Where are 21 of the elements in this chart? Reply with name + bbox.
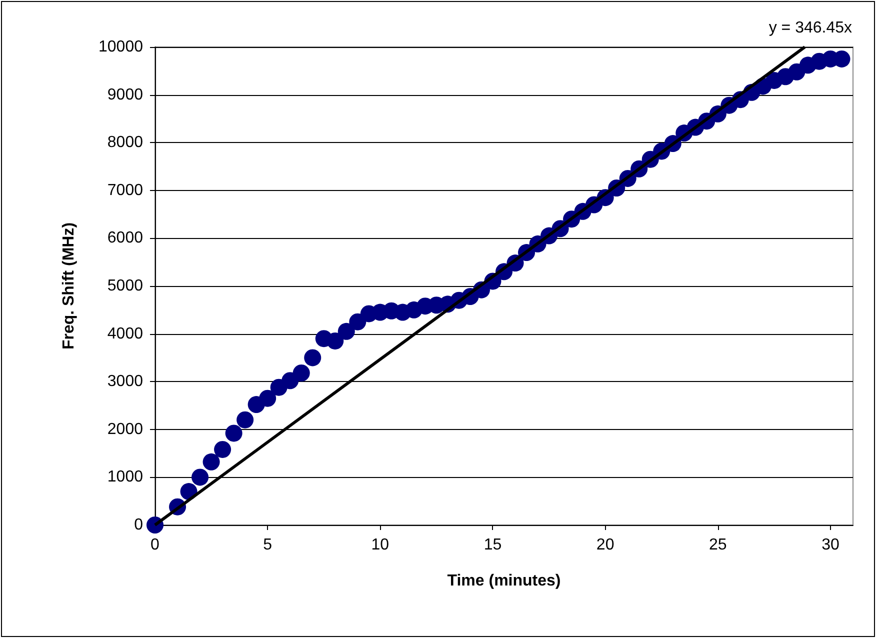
text: y = 346.45x xyxy=(768,20,852,36)
x-tick-label: 30 xyxy=(822,536,840,554)
x-tick-label: 0 xyxy=(150,536,160,554)
x-tick-label: 15 xyxy=(484,536,502,554)
y-tick-label: 10000 xyxy=(98,38,144,56)
y-tick-label: 6000 xyxy=(107,230,144,247)
y-tick-label: 8000 xyxy=(107,134,144,152)
y-tick-label: 1000 xyxy=(107,468,144,486)
y-tick-label: 7000 xyxy=(107,182,144,199)
y-tick-label: 2000 xyxy=(107,420,144,438)
x-tick-label: 25 xyxy=(709,536,727,554)
y-axis-title: Freq. Shift (MHz) xyxy=(60,222,78,350)
x-tick-label: 20 xyxy=(596,536,614,554)
x-tick-label: 5 xyxy=(263,536,272,554)
y-tick-label: 0 xyxy=(134,516,144,534)
x-axis-title: Time (minutes) xyxy=(447,572,561,590)
y-tick-label: 5000 xyxy=(107,278,144,294)
x-tick-label: 10 xyxy=(371,536,390,554)
y-tick-label: 4000 xyxy=(107,325,144,342)
y-tick-label: 9000 xyxy=(107,86,144,104)
y-tick-label: 3000 xyxy=(107,373,144,390)
